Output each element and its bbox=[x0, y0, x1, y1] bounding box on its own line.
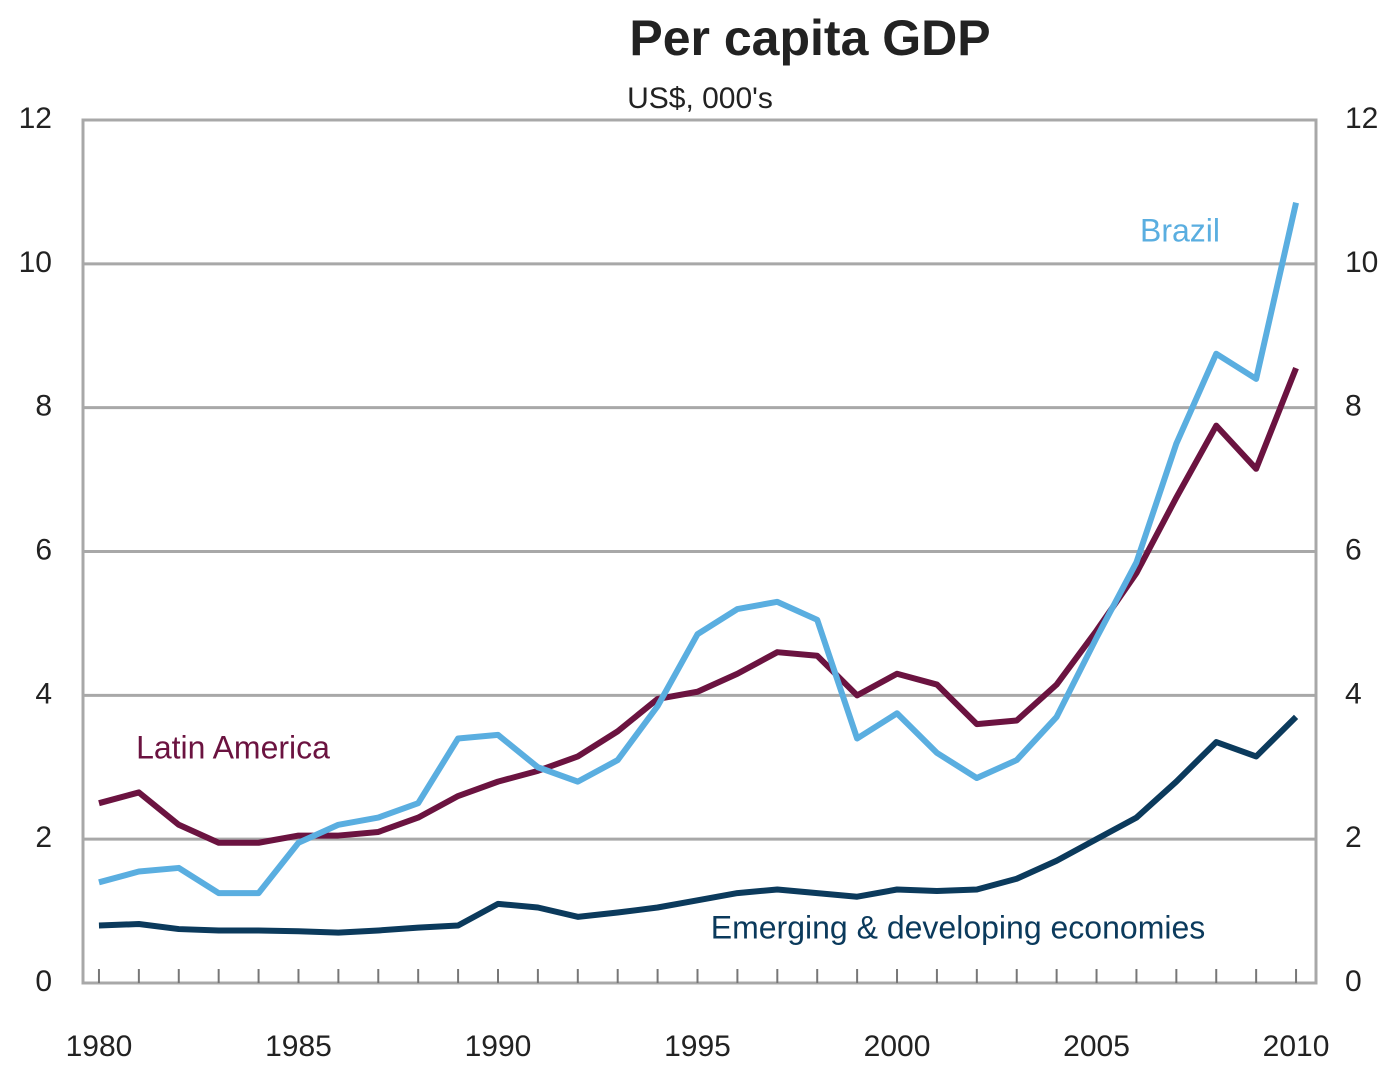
x-tick-label: 1980 bbox=[66, 1030, 133, 1063]
series-line bbox=[98, 367, 1299, 846]
series-line bbox=[98, 714, 1299, 936]
y-tick-label: 12 bbox=[19, 102, 52, 135]
y2-tick-label: 6 bbox=[1345, 533, 1362, 566]
y2-tick-label: 4 bbox=[1345, 677, 1362, 710]
chart-subtitle: US$, 000's bbox=[627, 82, 773, 115]
y2-tick-label: 2 bbox=[1345, 821, 1362, 854]
y2-tick-label: 10 bbox=[1345, 246, 1378, 279]
x-tick-label: 1995 bbox=[664, 1030, 731, 1063]
x-tick-label: 2005 bbox=[1063, 1030, 1130, 1063]
x-tick-label: 2010 bbox=[1263, 1030, 1330, 1063]
y-tick-label: 0 bbox=[35, 965, 52, 998]
series-label: Latin America bbox=[136, 729, 330, 765]
x-tick-label: 1985 bbox=[265, 1030, 332, 1063]
x-tick-label: 2000 bbox=[864, 1030, 931, 1063]
y-tick-label: 8 bbox=[35, 390, 52, 423]
y-tick-label: 2 bbox=[35, 821, 52, 854]
y-tick-label: 4 bbox=[35, 677, 52, 710]
y2-tick-label: 8 bbox=[1345, 390, 1362, 423]
y-tick-label: 6 bbox=[35, 533, 52, 566]
x-tick-label: 1990 bbox=[465, 1030, 532, 1063]
series-line bbox=[98, 202, 1299, 897]
series-label: Brazil bbox=[1140, 212, 1220, 248]
y2-tick-label: 12 bbox=[1345, 102, 1378, 135]
y-tick-label: 10 bbox=[19, 246, 52, 279]
chart-title: Per capita GDP bbox=[629, 10, 990, 66]
series-label: Emerging & developing economies bbox=[711, 909, 1206, 945]
plot-frame bbox=[81, 118, 1318, 985]
y2-tick-label: 0 bbox=[1345, 965, 1362, 998]
